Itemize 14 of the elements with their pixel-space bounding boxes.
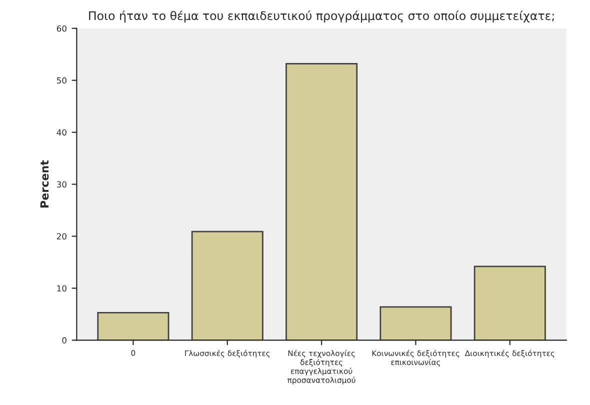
- y-tick-label: 60: [56, 25, 66, 32]
- bar: [97, 312, 170, 340]
- chart-title: Ποιο ήταν το θέμα του εκπαιδευτικού προγράμματος στο οποίο συμμετείχατε;: [89, 10, 554, 22]
- y-tick-label: 50: [57, 77, 66, 84]
- y-tick-label: 30: [57, 181, 66, 188]
- bar: [286, 63, 358, 340]
- y-tick-label: 0: [62, 337, 66, 344]
- y-tick-label: 10: [57, 285, 66, 292]
- y-axis-title: Percent: [40, 160, 49, 208]
- bar: [380, 306, 452, 340]
- y-tick-label: 20: [56, 233, 66, 240]
- bar: [474, 266, 546, 340]
- bar: [191, 230, 264, 340]
- y-tick-label: 40: [56, 129, 66, 136]
